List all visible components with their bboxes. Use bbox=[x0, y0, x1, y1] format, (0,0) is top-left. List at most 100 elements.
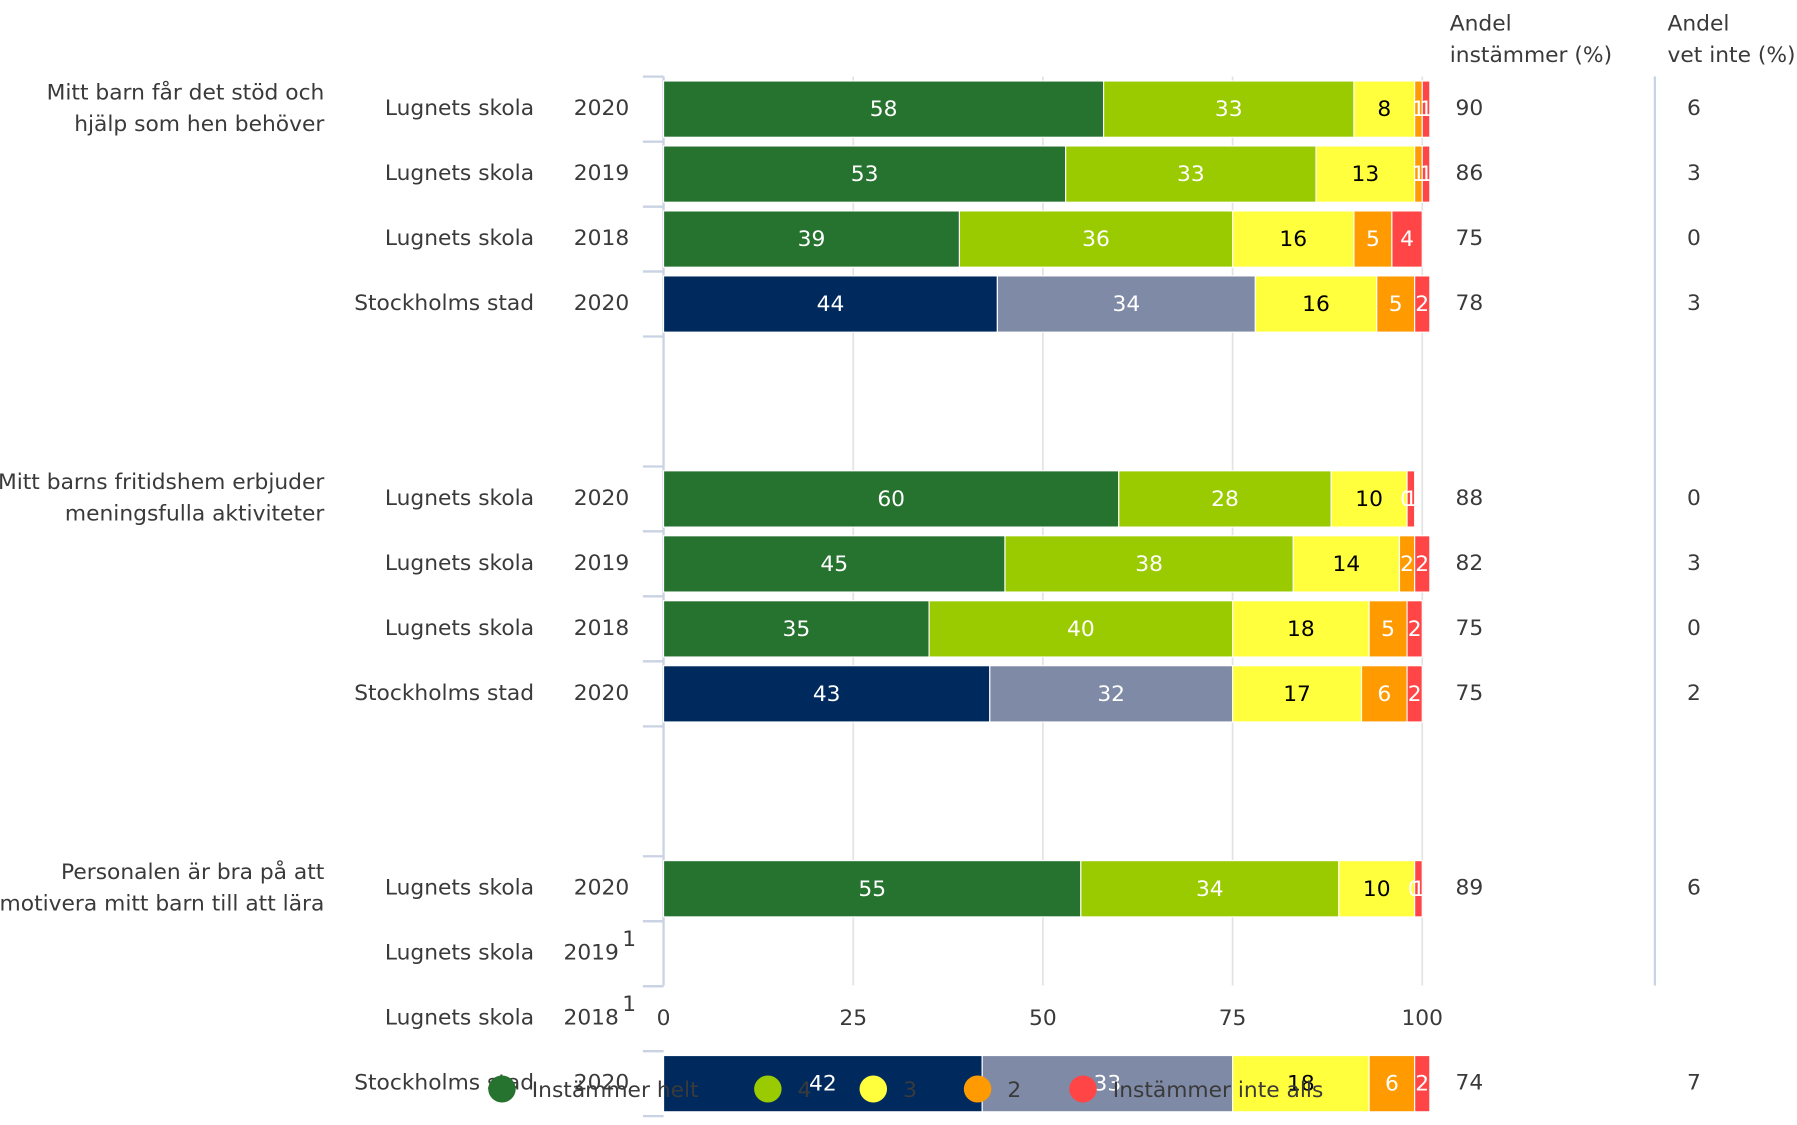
bar-segment bbox=[662, 470, 1120, 528]
agree-value: 88 bbox=[1455, 486, 1483, 511]
value-label: 34 bbox=[1113, 292, 1141, 317]
bar-segment bbox=[1376, 275, 1416, 333]
value-label: 5 bbox=[1389, 292, 1403, 317]
bar-segment bbox=[1421, 80, 1431, 138]
row-year: 2020 bbox=[574, 876, 629, 901]
row-year: 2019 bbox=[574, 551, 629, 576]
bar-segment bbox=[1421, 145, 1431, 203]
group-label: meningsfulla aktiviteter bbox=[65, 502, 325, 527]
row-name: Stockholms stad bbox=[354, 681, 534, 706]
row-name: Lugnets skola bbox=[385, 96, 534, 121]
legend-swatch bbox=[488, 1075, 516, 1103]
value-label: 14 bbox=[1333, 552, 1361, 577]
dont-know-value: 6 bbox=[1687, 96, 1701, 121]
bar-segment bbox=[1391, 210, 1423, 268]
row-year: 2020 bbox=[574, 486, 629, 511]
value-label: 2 bbox=[1415, 1072, 1429, 1097]
value-label: 60 bbox=[877, 487, 905, 512]
dont-know-value: 7 bbox=[1687, 1071, 1701, 1096]
row-name: Lugnets skola bbox=[385, 161, 534, 186]
value-label: 17 bbox=[1283, 682, 1311, 707]
group-label: motivera mitt barn till att lära bbox=[0, 892, 324, 917]
row-year: 2018 bbox=[574, 226, 629, 251]
bar-segment bbox=[1292, 535, 1401, 593]
bar-segment bbox=[1406, 665, 1423, 723]
row-year: 2020 bbox=[574, 681, 629, 706]
bar-segment bbox=[928, 600, 1234, 658]
agree-value: 89 bbox=[1455, 876, 1483, 901]
value-label: 8 bbox=[1377, 97, 1391, 122]
value-label: 1 bbox=[1419, 97, 1433, 122]
row-name: Lugnets skola bbox=[385, 551, 534, 576]
value-label: 2 bbox=[1400, 552, 1414, 577]
bar-segment bbox=[1406, 600, 1423, 658]
value-label: 1 bbox=[1404, 487, 1418, 512]
value-label: 5 bbox=[1366, 227, 1380, 252]
bar-segment bbox=[1368, 600, 1408, 658]
bar-segment bbox=[1118, 470, 1332, 528]
bar-segment bbox=[662, 80, 1105, 138]
agree-value: 90 bbox=[1455, 96, 1483, 121]
dont-know-value: 6 bbox=[1687, 876, 1701, 901]
x-tick-label: 25 bbox=[839, 1006, 867, 1031]
row-name: Lugnets skola bbox=[385, 941, 534, 966]
value-label: 33 bbox=[1094, 1072, 1122, 1097]
bar-segment bbox=[662, 145, 1067, 203]
row-name: Lugnets skola bbox=[385, 876, 534, 901]
value-label: 6 bbox=[1385, 1072, 1399, 1097]
bar-segment bbox=[1406, 470, 1416, 528]
value-label: 34 bbox=[1196, 877, 1224, 902]
group-label: Mitt barn får det stöd och bbox=[47, 80, 325, 106]
value-label: 44 bbox=[817, 292, 845, 317]
value-label: 6 bbox=[1377, 682, 1391, 707]
bar-segment bbox=[996, 275, 1256, 333]
value-label: 35 bbox=[782, 617, 810, 642]
group-label: Personalen är bra på att bbox=[61, 859, 324, 885]
bar-segment bbox=[1353, 210, 1393, 268]
value-label: 42 bbox=[809, 1072, 837, 1097]
row-year: 2018 bbox=[563, 1006, 618, 1031]
dont-know-value: 2 bbox=[1687, 681, 1701, 706]
legend-label: Instämmer helt bbox=[532, 1078, 699, 1103]
bar-segment bbox=[1360, 665, 1408, 723]
bar-segment bbox=[1338, 860, 1416, 918]
value-label: 2 bbox=[1415, 292, 1429, 317]
value-label: 13 bbox=[1351, 162, 1379, 187]
dont-know-value: 0 bbox=[1687, 486, 1701, 511]
column-header: instämmer (%) bbox=[1450, 43, 1612, 68]
x-tick-label: 0 bbox=[657, 1006, 671, 1031]
legend-swatch bbox=[754, 1075, 782, 1103]
group-label: Mitt barns fritidshem erbjuder bbox=[0, 470, 324, 495]
agree-value: 74 bbox=[1455, 1071, 1483, 1096]
value-label: 53 bbox=[851, 162, 879, 187]
value-label: 2 bbox=[1408, 617, 1422, 642]
value-label: 28 bbox=[1211, 487, 1239, 512]
agree-value: 86 bbox=[1455, 161, 1483, 186]
value-label: 18 bbox=[1287, 1072, 1315, 1097]
value-label: 18 bbox=[1287, 617, 1315, 642]
bar-segment bbox=[1231, 1054, 1370, 1113]
bar-segment bbox=[662, 860, 1082, 918]
value-label: 10 bbox=[1355, 487, 1383, 512]
agree-value: 78 bbox=[1455, 291, 1483, 316]
value-label: 43 bbox=[813, 682, 841, 707]
bar-segment bbox=[958, 210, 1234, 268]
bar-segment bbox=[1254, 275, 1378, 333]
bar-segment bbox=[662, 600, 930, 658]
x-tick-label: 100 bbox=[1401, 1006, 1443, 1031]
bar-segment bbox=[662, 665, 991, 723]
legend-swatch bbox=[859, 1075, 888, 1103]
column-header: Andel bbox=[1667, 12, 1729, 37]
value-label: 58 bbox=[870, 97, 898, 122]
dont-know-value: 3 bbox=[1687, 551, 1701, 576]
legend-label: Instämmer inte alls bbox=[1113, 1078, 1324, 1103]
x-tick-label: 75 bbox=[1219, 1006, 1247, 1031]
value-label: 16 bbox=[1302, 292, 1330, 317]
bar-segment bbox=[989, 665, 1234, 723]
bar-segment bbox=[1231, 665, 1363, 723]
x-tick-label: 50 bbox=[1029, 1006, 1057, 1031]
row-year: 2020 bbox=[574, 291, 629, 316]
group-label: hjälp som hen behöver bbox=[74, 112, 324, 137]
agree-value: 75 bbox=[1455, 616, 1483, 641]
footnote-mark: 1 bbox=[622, 992, 636, 1017]
